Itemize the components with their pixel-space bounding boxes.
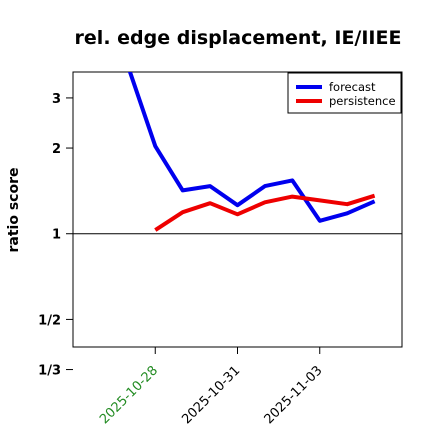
chart-title: rel. edge displacement, IE/IIEE [75,27,402,49]
y-tick-label: 1 [52,228,61,243]
x-tick-label: 2025-10-28 [97,363,161,427]
legend-persistence-label: persistence [329,94,396,108]
x-axis: 2025-10-28 2025-10-31 2025-11-03 [97,347,326,427]
legend-forecast-label: forecast [329,80,376,94]
x-tick-label: 2025-10-31 [179,363,243,427]
y-axis-label: ratio score [6,168,22,253]
series-line-forecast [127,72,376,223]
y-tick-label: 3 [52,92,61,107]
y-tick-label: 1/3 [38,364,61,379]
legend: forecast persistence [287,72,402,114]
series-layer [127,72,376,232]
y-tick-label: 2 [52,142,61,157]
y-tick-label: 1/2 [38,313,61,328]
x-tick-label: 2025-11-03 [262,363,326,427]
series-line-persistence [154,193,376,232]
legend-box [287,72,402,114]
y-axis: 1/3 1/2 1 2 3 [38,92,73,379]
